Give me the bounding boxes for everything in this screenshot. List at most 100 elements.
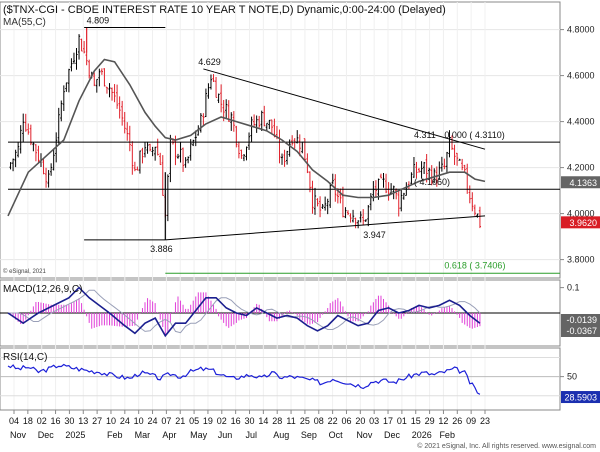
x-day-label: 22 <box>328 416 338 426</box>
price-annotation-0: 4.809 <box>87 16 110 26</box>
x-day-label: 03 <box>369 416 379 426</box>
x-day-label: 23 <box>480 416 490 426</box>
rsi-label: RSI(14,C) <box>3 352 47 363</box>
axes: 4.8000 4.6000 4.4000 4.2000 4.0000 3.8000 04 18… <box>0 25 595 440</box>
x-day-label: 02 <box>37 416 47 426</box>
ma-last-value-tag: 4.1363 <box>569 178 597 188</box>
x-day-label: 08 <box>314 416 324 426</box>
ma-last-value-tag-bg <box>561 176 600 189</box>
chart-title: ($TNX-CGI - CBOE INTEREST RATE 10 YEAR T… <box>3 4 446 16</box>
ascending-trendline-line <box>165 215 486 241</box>
moving-average-series <box>7 58 486 217</box>
x-month-label: Mar <box>135 430 151 440</box>
candlestick-series <box>9 27 482 240</box>
x-day-label: 16 <box>51 416 61 426</box>
x-day-label: 25 <box>300 416 310 426</box>
x-day-label: 10 <box>106 416 116 426</box>
x-day-label: 10 <box>134 416 144 426</box>
price-annotation-5: 0.000 ( 4.3110) <box>444 130 504 140</box>
price-tick-label: 4.2000 <box>567 163 595 173</box>
x-day-label: 24 <box>148 416 158 426</box>
x-month-label: Dec <box>38 430 55 440</box>
x-day-label: 01 <box>397 416 407 426</box>
rsi-value-tag-bg <box>561 391 600 404</box>
rsi-series: 50 28.5903 <box>0 357 600 404</box>
x-day-label: 02 <box>217 416 227 426</box>
x-day-label: 07 <box>161 416 171 426</box>
x-day-label: 29 <box>425 416 435 426</box>
rsi-panel <box>0 347 561 411</box>
x-month-label: Feb <box>107 430 123 440</box>
x-month-label: Feb <box>439 430 455 440</box>
price-tick-label: 4.4000 <box>567 117 595 127</box>
ma-label: MA(55,C) <box>3 17 46 28</box>
price-annotation-3: 3.947 <box>363 230 386 240</box>
price-tick-label: 3.8000 <box>567 255 595 265</box>
x-day-label: 18 <box>23 416 33 426</box>
price-annotation-6: ( 4.1060) <box>414 177 450 187</box>
x-day-label: 09 <box>466 416 476 426</box>
x-day-label: 24 <box>120 416 130 426</box>
x-day-label: 19 <box>203 416 213 426</box>
macd-series: 0.1 -0.0139-0.0367 <box>0 283 600 338</box>
price-tick-label: 4.6000 <box>567 71 595 81</box>
x-month-label: Oct <box>329 430 344 440</box>
x-day-label: 28 <box>272 416 282 426</box>
close-last-value-tag: 3.9620 <box>569 218 597 228</box>
x-month-label: May <box>190 430 208 440</box>
x-month-label: Apr <box>162 430 176 440</box>
x-day-label: 05 <box>189 416 199 426</box>
macd-tick-label: 0.1 <box>567 283 580 293</box>
price-tick-label: 4.8000 <box>567 25 595 35</box>
rsi-value-tag: 28.5903 <box>564 393 597 403</box>
price-annotation-1: 4.629 <box>198 57 221 67</box>
price-annotation-7: 0.618 ( 3.7406) <box>444 260 505 270</box>
footer-copyright: © 2021 eSignal, Inc. All rights reserved… <box>417 442 596 450</box>
x-day-label: 20 <box>355 416 365 426</box>
x-day-label: 26 <box>452 416 462 426</box>
x-month-label: 2026 <box>412 430 432 440</box>
x-month-label: Nov <box>10 430 27 440</box>
trendlines <box>8 27 560 274</box>
rsi-tick-label: 50 <box>567 372 577 382</box>
price-panel <box>0 1 561 279</box>
macd-value-tag-bg <box>561 325 600 337</box>
x-day-label: 04 <box>9 416 19 426</box>
price-annotation-4: 4.311 <box>414 130 436 140</box>
x-month-label: Dec <box>384 430 401 440</box>
macd-value-tag: -0.0367 <box>566 326 597 336</box>
x-day-label: 30 <box>244 416 254 426</box>
x-day-label: 12 <box>438 416 448 426</box>
x-month-label: Aug <box>273 430 289 440</box>
grid-lines <box>0 2 560 410</box>
x-day-label: 13 <box>78 416 88 426</box>
price-annotations: 4.809 4.629 3.886 3.947 4.311 0.000 ( 4.3110)… <box>87 16 600 270</box>
x-day-label: 11 <box>286 416 295 426</box>
x-day-label: 06 <box>341 416 351 426</box>
x-month-label: Sep <box>301 430 317 440</box>
moving-average-line <box>7 58 486 217</box>
x-day-label: 30 <box>64 416 74 426</box>
rsi-line <box>7 363 481 395</box>
descending-trendline-line <box>203 68 486 150</box>
x-day-label: 16 <box>231 416 241 426</box>
x-month-label: Jun <box>218 430 233 440</box>
x-day-label: 21 <box>175 416 185 426</box>
close-last-value-tag-bg <box>561 216 600 229</box>
x-month-label: Jul <box>246 430 258 440</box>
x-day-label: 27 <box>92 416 102 426</box>
macd-signal-tag-bg <box>561 314 600 326</box>
macd-label: MACD(12,26,9,C) <box>3 284 82 295</box>
x-month-label: Nov <box>356 430 373 440</box>
x-day-label: 15 <box>411 416 421 426</box>
x-month-label: 2025 <box>65 430 85 440</box>
macd-signal-line <box>8 289 481 334</box>
macd-signal-tag: -0.0139 <box>566 315 597 325</box>
x-day-label: 14 <box>258 416 268 426</box>
price-annotation-2: 3.886 <box>150 244 173 254</box>
price-tick-label: 4.0000 <box>567 209 595 219</box>
macd-line <box>7 286 481 338</box>
x-day-label: 17 <box>383 416 393 426</box>
copyright-inner: © eSignal, 2021 <box>3 268 46 275</box>
